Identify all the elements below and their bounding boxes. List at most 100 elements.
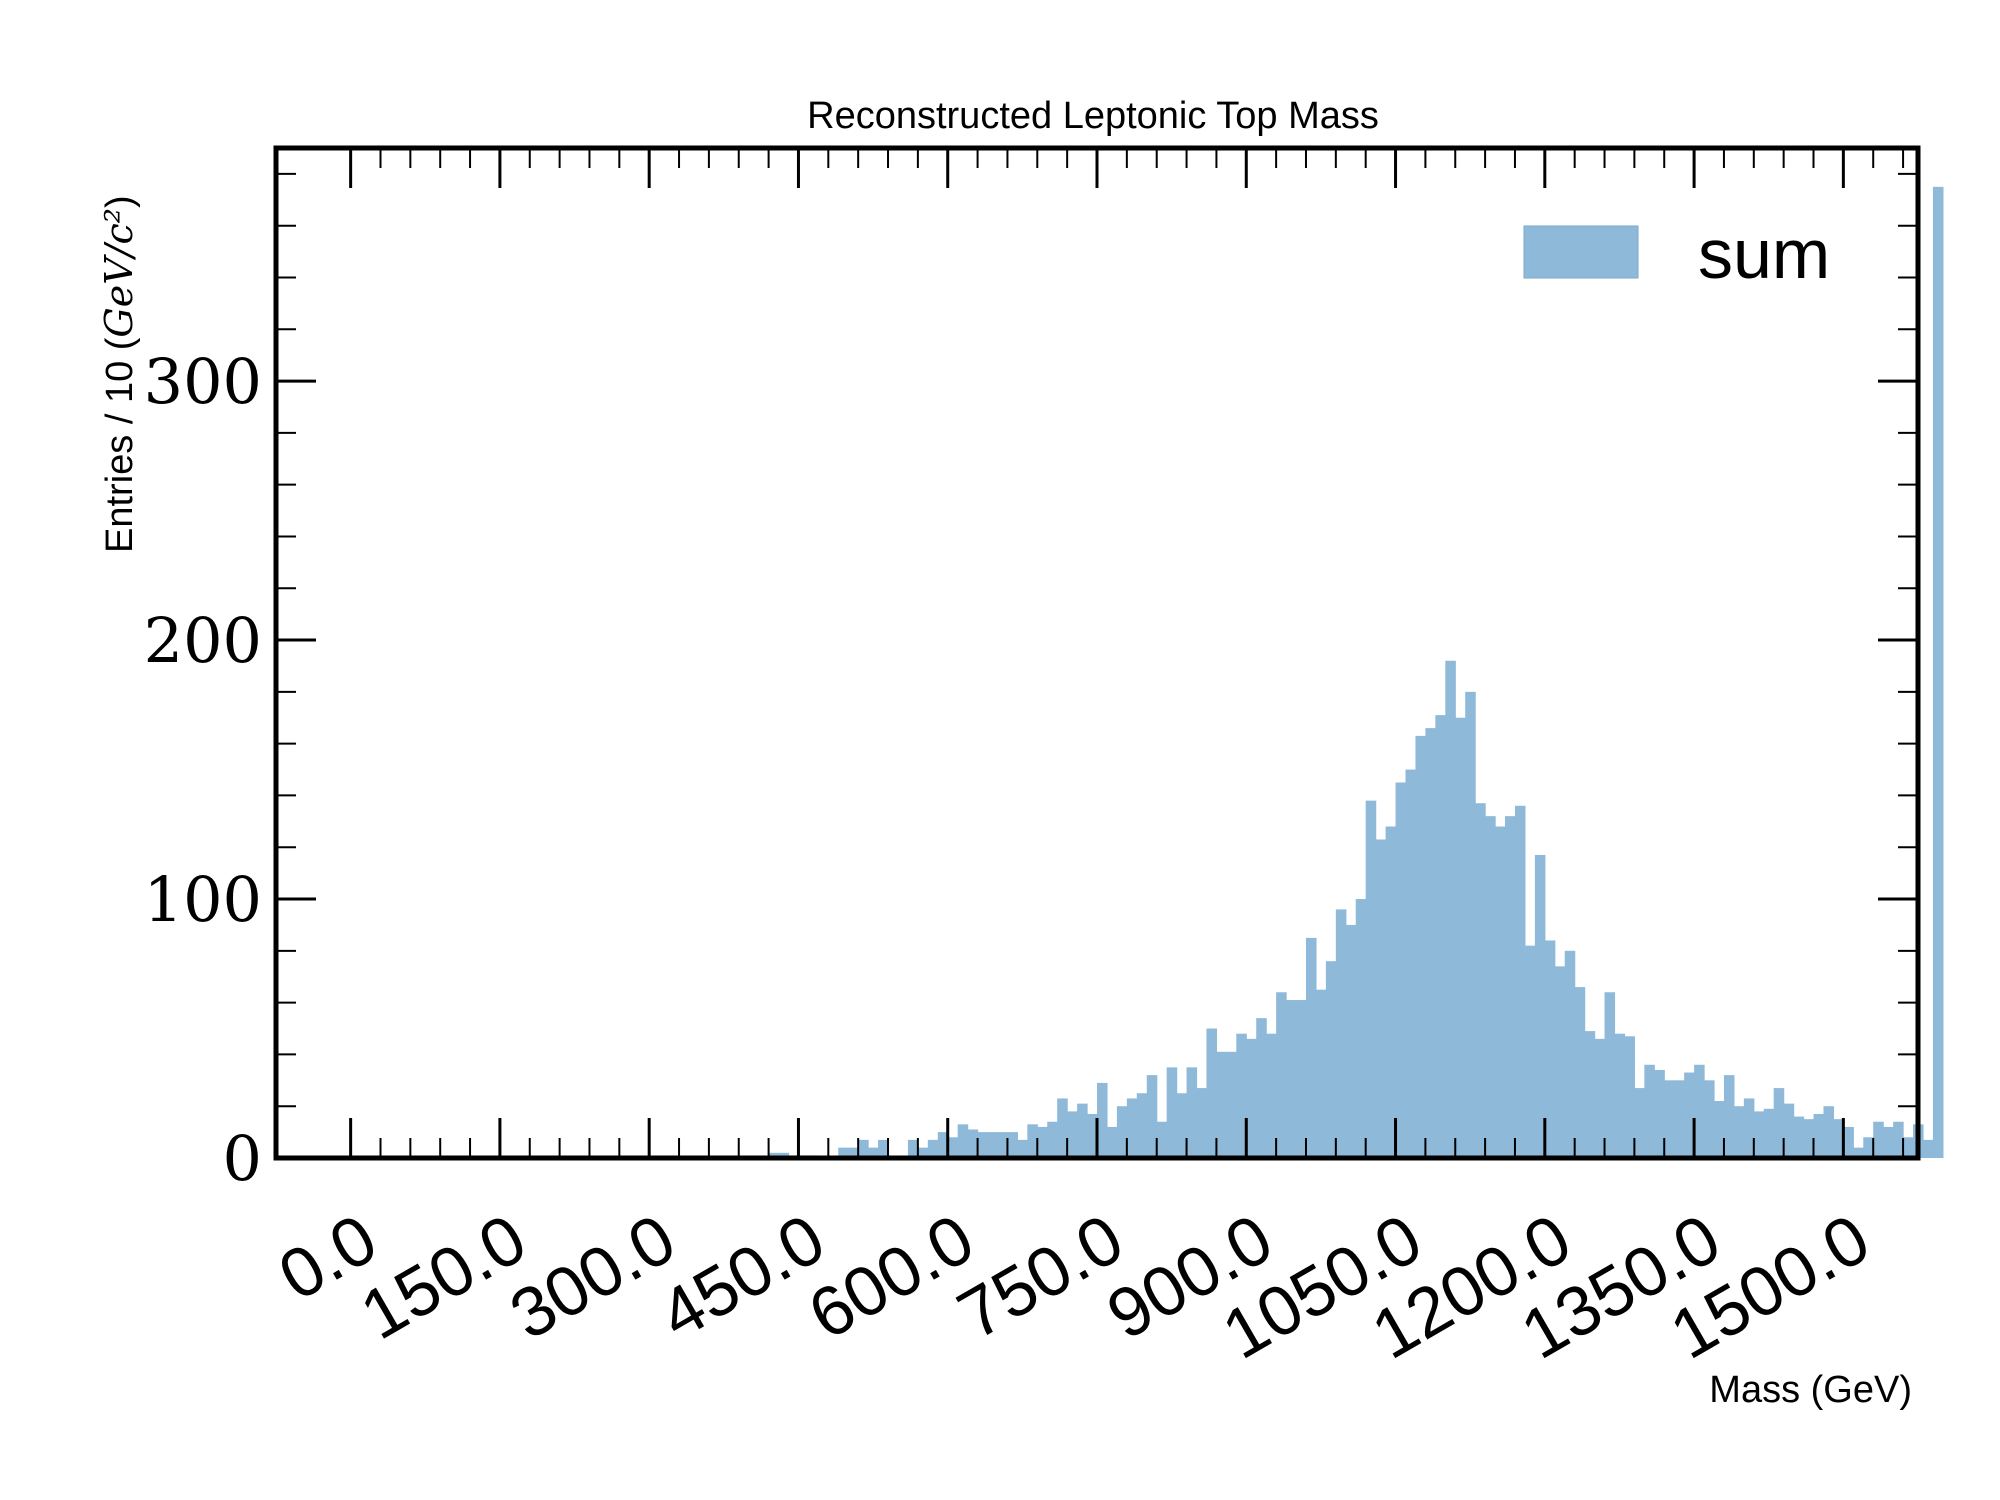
bar (1763, 1108, 1775, 1158)
bar (1664, 1080, 1675, 1158)
bar (1594, 1038, 1606, 1158)
bar (1654, 1069, 1665, 1158)
bar (977, 1132, 989, 1158)
y-axis-label-suffix: ) (99, 195, 141, 208)
bar (1524, 945, 1536, 1158)
y-tick-label: 0 (223, 1122, 262, 1195)
bar (768, 1152, 780, 1158)
bar (858, 1139, 869, 1158)
bar (1733, 1106, 1745, 1158)
bar (1256, 1018, 1267, 1158)
bar (1305, 937, 1317, 1158)
bar (1853, 1147, 1864, 1158)
bar (917, 1147, 929, 1158)
bar (1753, 1111, 1765, 1158)
bar (1296, 1000, 1307, 1158)
bar (1644, 1064, 1655, 1158)
bar (1425, 728, 1436, 1158)
bar (878, 1139, 889, 1158)
bar (1574, 987, 1586, 1158)
bar (1833, 1119, 1844, 1158)
bar (1514, 805, 1526, 1158)
bar (957, 1124, 969, 1158)
histogram-bars (768, 186, 1944, 1159)
bar (1385, 826, 1397, 1158)
bar (1286, 1000, 1297, 1158)
y-tick-label: 100 (144, 863, 262, 936)
bar (1694, 1064, 1705, 1158)
bar (1315, 989, 1327, 1158)
bar (1455, 717, 1466, 1158)
bar (1743, 1098, 1755, 1158)
bar (1704, 1080, 1715, 1158)
bar (1097, 1082, 1108, 1158)
bar (1813, 1113, 1825, 1158)
y-axis-label: Entries / 10 (GeV/c²) (97, 195, 141, 553)
x-axis-ticks (349, 148, 1905, 1158)
bar (1355, 899, 1367, 1158)
plot-frame (273, 145, 1921, 1161)
bar (1534, 855, 1546, 1158)
bar (1106, 1126, 1118, 1158)
bar (1723, 1075, 1735, 1158)
y-tick-label: 300 (144, 345, 262, 418)
bar (1146, 1075, 1158, 1158)
bar (1335, 909, 1347, 1158)
legend: sum (1523, 215, 1830, 293)
x-tick-label: 300.0 (497, 1199, 688, 1354)
chart-title: Reconstructed Leptonic Top Mass (807, 95, 1379, 137)
x-tick-label: 750.0 (945, 1199, 1136, 1354)
bar (848, 1147, 859, 1158)
legend-label-sum: sum (1698, 215, 1830, 293)
bar (1803, 1119, 1815, 1158)
bar (1584, 1031, 1596, 1158)
bar (1067, 1111, 1078, 1158)
bar (1614, 1033, 1626, 1158)
bar (1047, 1121, 1058, 1158)
bar (1624, 1036, 1635, 1158)
bar (1505, 816, 1516, 1158)
bar (1196, 1088, 1208, 1158)
bar (1365, 800, 1377, 1158)
bar (1037, 1126, 1048, 1158)
y-axis-tick-labels: 0 100 200 300 (144, 345, 262, 1195)
bar (1136, 1093, 1148, 1158)
bar (1057, 1098, 1068, 1158)
bar (1922, 1139, 1934, 1158)
bar (1783, 1103, 1795, 1158)
y-axis-label-unit: GeV/c² (97, 208, 141, 338)
bar (1684, 1072, 1695, 1158)
bar (1604, 992, 1616, 1158)
x-axis-label: Mass (GeV) (1709, 1369, 1912, 1411)
bar (1375, 839, 1387, 1158)
x-axis-tick-labels: 0.0150.0300.0450.0600.0750.0900.01050.01… (266, 1199, 1882, 1374)
x-tick-label: 600.0 (796, 1199, 987, 1354)
bar (1793, 1116, 1805, 1158)
bar (987, 1132, 999, 1158)
bar (1843, 1126, 1854, 1158)
bar (868, 1147, 879, 1158)
bar (1475, 803, 1486, 1158)
bar (1465, 691, 1476, 1158)
bar (1186, 1067, 1198, 1158)
bar (1495, 826, 1506, 1158)
bar (1405, 769, 1417, 1158)
bar (1773, 1088, 1785, 1158)
bar (1903, 1137, 1914, 1158)
x-tick-label: 150.0 (348, 1199, 539, 1354)
bar (1176, 1093, 1188, 1158)
legend-swatch-sum (1523, 225, 1639, 279)
bar (1674, 1080, 1685, 1158)
bar (1883, 1126, 1894, 1158)
bar (1873, 1121, 1884, 1158)
bar (1027, 1124, 1038, 1158)
bar (1485, 816, 1496, 1158)
bar (1246, 1038, 1257, 1158)
bar (1266, 1033, 1277, 1158)
bar (907, 1139, 919, 1158)
bar (1226, 1051, 1237, 1158)
bar (1634, 1088, 1645, 1158)
bar (1276, 992, 1287, 1158)
bar (1932, 186, 1944, 1159)
